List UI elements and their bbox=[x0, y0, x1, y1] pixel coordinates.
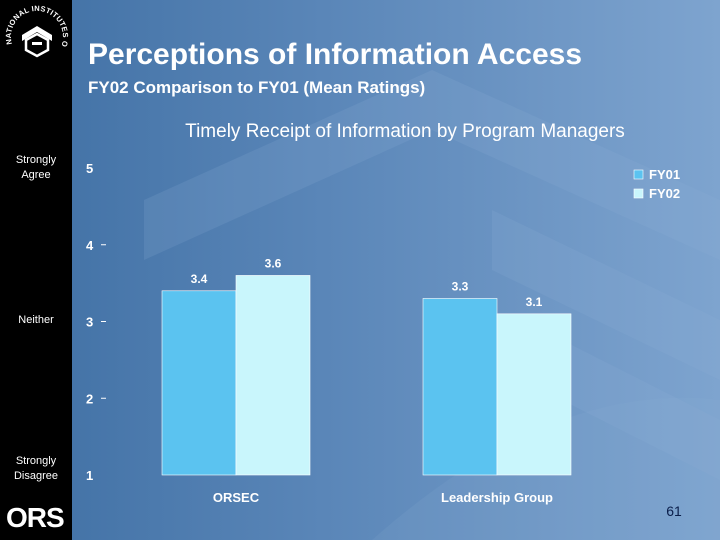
nih-logo-icon: NATIONAL INSTITUTES OF HEALTH bbox=[4, 4, 70, 58]
bar-fy02 bbox=[235, 275, 311, 476]
scale-label-strongly-disagree: Strongly Disagree bbox=[0, 454, 72, 484]
y-tick-label: 1 bbox=[86, 468, 93, 483]
scale-label-top-line1: Strongly bbox=[15, 154, 57, 166]
chart-title: Timely Receipt of Information by Program… bbox=[185, 121, 625, 142]
legend-label-fy01: FY01 bbox=[649, 167, 680, 182]
x-category-label: Leadership Group bbox=[441, 490, 553, 505]
data-label: 3.1 bbox=[526, 295, 543, 309]
y-tick-label: 2 bbox=[86, 391, 93, 406]
ors-logo-text: ORS bbox=[6, 502, 65, 533]
data-label: 3.3 bbox=[452, 279, 469, 293]
legend-swatch-fy01 bbox=[633, 169, 644, 180]
page-title: Perceptions of Information Access bbox=[88, 38, 583, 71]
bar-fy01 bbox=[422, 298, 498, 476]
scale-label-bottom-line1: Strongly bbox=[15, 455, 57, 467]
data-label: 3.6 bbox=[265, 256, 282, 270]
legend-swatch-fy02 bbox=[633, 188, 644, 199]
left-sidebar-bar bbox=[0, 0, 72, 540]
scale-label-neither: Neither bbox=[18, 314, 54, 326]
data-label: 3.4 bbox=[191, 272, 208, 286]
legend-label-fy02: FY02 bbox=[649, 186, 680, 201]
scale-label-bottom-line2: Disagree bbox=[13, 470, 59, 482]
page-number: 61 bbox=[666, 503, 682, 519]
y-tick-label: 3 bbox=[86, 315, 93, 330]
x-category-label: ORSEC bbox=[213, 490, 260, 505]
scale-label-strongly-agree: Strongly Agree bbox=[0, 153, 72, 183]
y-tick-label: 5 bbox=[86, 161, 93, 176]
y-tick-label: 4 bbox=[86, 238, 94, 253]
page-subtitle: FY02 Comparison to FY01 (Mean Ratings) bbox=[88, 78, 426, 97]
scale-label-top-line2: Agree bbox=[21, 169, 51, 181]
bar-fy02 bbox=[496, 313, 572, 476]
bar-fy01 bbox=[161, 290, 237, 476]
